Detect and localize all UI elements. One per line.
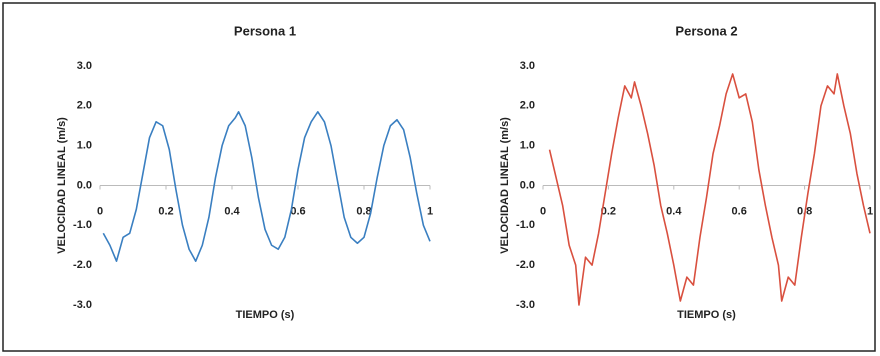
x-tick-label: 0.6 — [732, 205, 747, 217]
y-tick-label: 3.0 — [520, 60, 535, 72]
x-tick-label: 0.6 — [290, 205, 305, 217]
x-tick-label: 0.4 — [666, 205, 682, 217]
y-tick-label: 0.0 — [77, 179, 92, 191]
y-tick-label: 2.0 — [520, 100, 535, 112]
chart-title: Persona 1 — [234, 23, 296, 38]
x-tick-label: 0.8 — [356, 205, 371, 217]
chart-title: Persona 2 — [675, 23, 737, 38]
x-tick-label: 0.4 — [224, 205, 240, 217]
frame — [2, 2, 876, 352]
x-tick-label: 0.2 — [158, 205, 173, 217]
x-tick-label: 1 — [427, 205, 433, 217]
x-axis-title: TIEMPO (s) — [677, 309, 736, 321]
y-tick-label: 3.0 — [77, 60, 92, 72]
y-axis-title: VELOCIDAD LINEAL (m/s) — [56, 117, 68, 254]
x-tick-label: 0.2 — [601, 205, 616, 217]
y-tick-label: -1.0 — [73, 219, 92, 231]
y-axis-title: VELOCIDAD LINEAL (m/s) — [499, 117, 511, 254]
y-tick-label: -2.0 — [516, 259, 535, 271]
y-tick-label: 2.0 — [77, 100, 92, 112]
y-tick-label: -1.0 — [516, 219, 535, 231]
line-series — [102, 111, 431, 262]
x-axis-title: TIEMPO (s) — [236, 309, 295, 321]
line-series — [548, 73, 871, 306]
y-tick-label: -3.0 — [73, 299, 92, 311]
y-tick-label: 1.0 — [520, 140, 535, 152]
y-tick-label: 1.0 — [77, 140, 92, 152]
y-tick-label: -3.0 — [516, 299, 535, 311]
x-tick-label: 0 — [540, 205, 546, 217]
x-tick-label: 0 — [97, 205, 103, 217]
y-tick-label: 0.0 — [520, 179, 535, 191]
x-tick-label: 1 — [867, 205, 873, 217]
y-tick-label: -2.0 — [73, 259, 92, 271]
